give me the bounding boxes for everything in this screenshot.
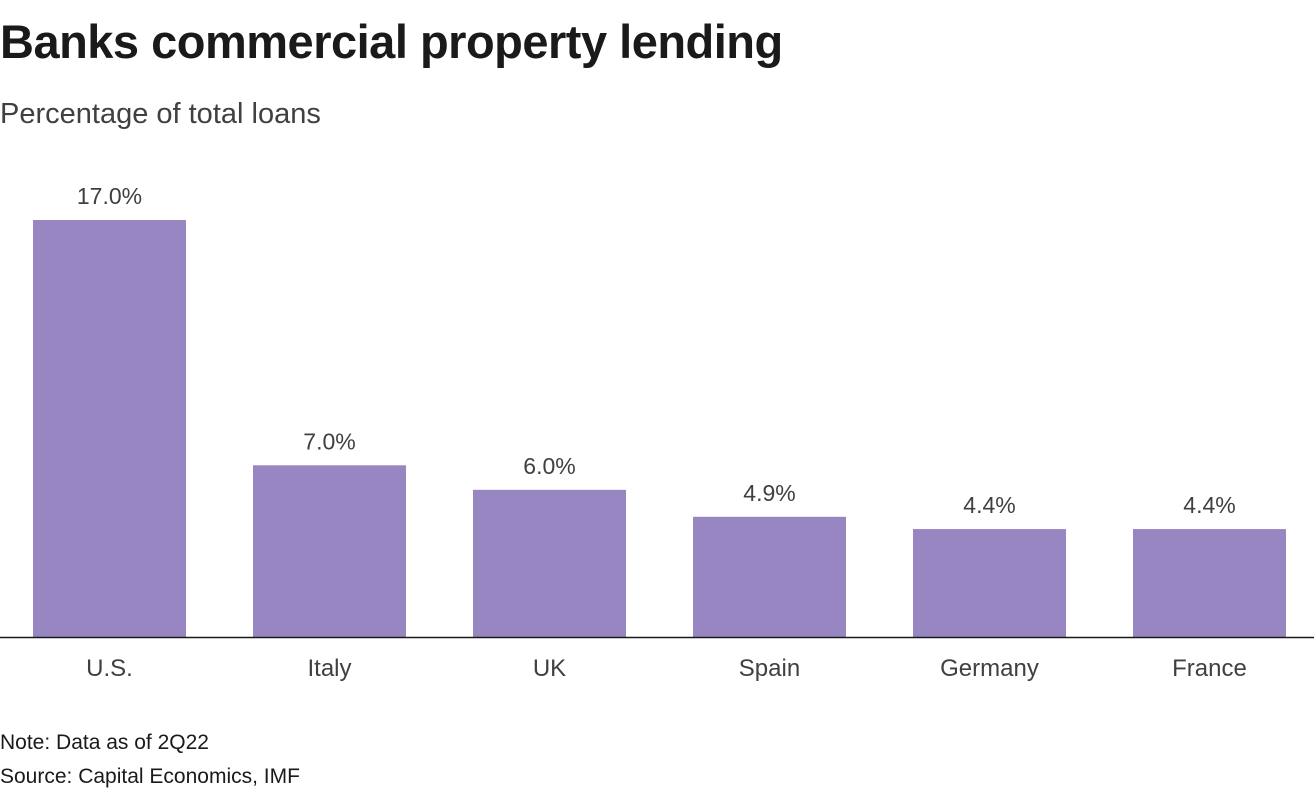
value-label-germany: 4.4%	[963, 492, 1015, 518]
value-label-uk: 6.0%	[523, 453, 575, 479]
tick-label-spain: Spain	[739, 655, 800, 682]
tick-label-uk: UK	[533, 655, 566, 682]
bar-uk	[473, 489, 626, 637]
tick-label-france: France	[1172, 655, 1247, 682]
bar-u-s	[33, 220, 186, 637]
tick-label-germany: Germany	[940, 655, 1039, 682]
tick-label-italy: Italy	[307, 655, 351, 682]
tick-label-u-s: U.S.	[86, 655, 133, 682]
value-label-spain: 4.9%	[743, 480, 795, 506]
value-label-france: 4.4%	[1183, 492, 1235, 518]
bar-france	[1133, 529, 1286, 637]
data-note: Note: Data as of 2Q22	[0, 731, 209, 754]
tick-labels-layer: U.S. Italy UK Spain Germany France	[86, 655, 1247, 682]
bar-spain	[693, 516, 846, 637]
chart-notes: Note: Data as of 2Q22 Source: Capital Ec…	[0, 726, 300, 794]
source-note: Source: Capital Economics, IMF	[0, 765, 300, 788]
bar-italy	[253, 465, 406, 637]
bar-germany	[913, 529, 1066, 637]
value-labels-layer: 17.0% 7.0% 6.0% 4.9% 4.4% 4.4%	[77, 183, 1236, 518]
bars-layer	[33, 220, 1286, 637]
chart-subtitle: Percentage of total loans	[0, 98, 321, 130]
value-label-u-s: 17.0%	[77, 183, 142, 209]
bar-chart: 17.0% 7.0% 6.0% 4.9% 4.4% 4.4% U.S. Italy UK Spa…	[0, 183, 1314, 682]
value-label-italy: 7.0%	[303, 428, 355, 454]
chart-title: Banks commercial property lending	[0, 15, 783, 68]
